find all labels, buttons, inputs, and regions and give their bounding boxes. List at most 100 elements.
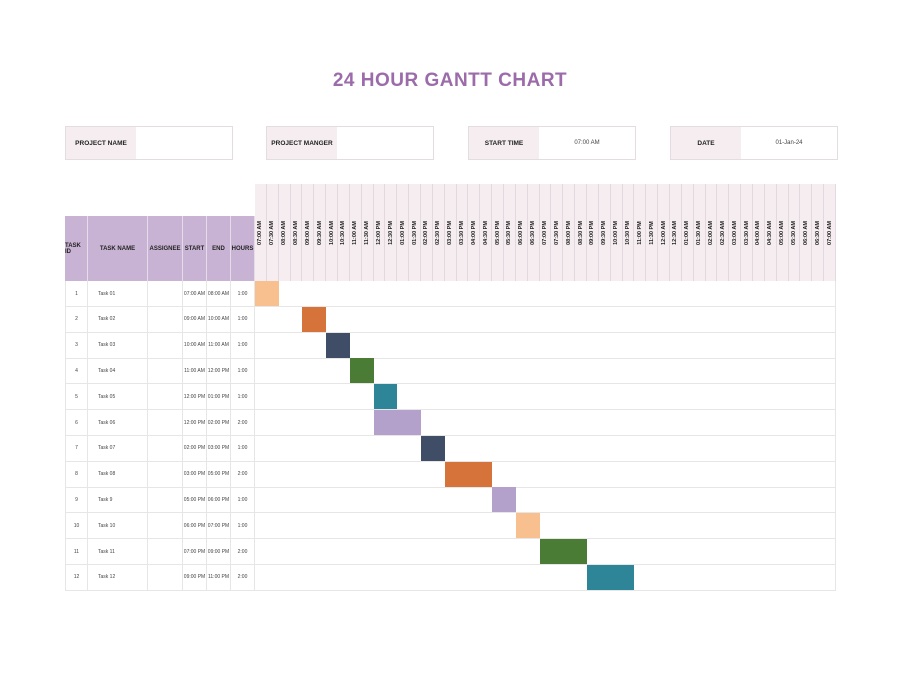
- assignee-cell[interactable]: [148, 435, 183, 462]
- time-slot-label: 08:30 AM: [292, 220, 299, 245]
- time-slot-label: 12:30 PM: [387, 220, 394, 245]
- time-slot-header: 12:30 AM: [670, 184, 682, 281]
- start-time-value[interactable]: 07:00 AM: [574, 140, 600, 146]
- start-time-cell[interactable]: 09:00 AM: [183, 306, 207, 333]
- end-time-cell[interactable]: 09:00 PM: [207, 539, 231, 565]
- task-id-cell[interactable]: 2: [65, 306, 88, 333]
- start-time-cell[interactable]: 06:00 PM: [183, 513, 207, 540]
- end-time-cell[interactable]: 10:00 AM: [207, 306, 231, 333]
- time-slot-label: 05:00 AM: [779, 220, 786, 245]
- end-time-cell[interactable]: 01:00 PM: [207, 384, 231, 411]
- time-slot-label: 07:30 PM: [553, 220, 560, 245]
- assignee-cell[interactable]: [148, 461, 183, 488]
- assignee-cell[interactable]: [148, 384, 183, 411]
- task-name-cell[interactable]: Task 9: [88, 487, 148, 514]
- hours-cell[interactable]: 2:00: [231, 410, 255, 436]
- date-field: DATE 01-Jan-24: [670, 126, 838, 160]
- end-time-cell[interactable]: 03:00 PM: [207, 435, 231, 462]
- time-slot-label: 03:00 PM: [447, 220, 454, 245]
- task-id-cell[interactable]: 10: [65, 513, 88, 540]
- task-id-cell[interactable]: 7: [65, 435, 88, 462]
- end-time-cell[interactable]: 02:00 PM: [207, 410, 231, 436]
- time-slot-header: 07:00 AM: [824, 184, 836, 281]
- task-name-cell[interactable]: Task 04: [88, 358, 148, 385]
- end-time-cell[interactable]: 08:00 AM: [207, 281, 231, 307]
- hours-cell[interactable]: 1:00: [231, 487, 255, 514]
- start-time-cell[interactable]: 12:00 PM: [183, 410, 207, 436]
- hours-cell[interactable]: 1:00: [231, 306, 255, 333]
- end-time-cell[interactable]: 07:00 PM: [207, 513, 231, 540]
- task-id-cell[interactable]: 6: [65, 410, 88, 436]
- time-slot-header: 06:00 PM: [515, 184, 528, 281]
- task-name-cell[interactable]: Task 12: [88, 564, 148, 591]
- task-name-cell[interactable]: Task 07: [88, 435, 148, 462]
- end-time-cell[interactable]: 11:00 PM: [207, 564, 231, 591]
- start-time-cell[interactable]: 02:00 PM: [183, 435, 207, 462]
- assignee-cell[interactable]: [148, 358, 183, 385]
- hours-cell[interactable]: 1:00: [231, 281, 255, 307]
- header-hours: HOURS: [231, 216, 255, 281]
- assignee-cell[interactable]: [148, 564, 183, 591]
- task-name-cell[interactable]: Task 08: [88, 461, 148, 488]
- start-time-cell[interactable]: 11:00 AM: [183, 358, 207, 385]
- hours-cell[interactable]: 1:00: [231, 358, 255, 385]
- start-time-cell[interactable]: 05:00 PM: [183, 487, 207, 514]
- assignee-cell[interactable]: [148, 410, 183, 436]
- hours-cell[interactable]: 1:00: [231, 435, 255, 462]
- end-time-cell[interactable]: 11:00 AM: [207, 332, 231, 359]
- task-name-cell[interactable]: Task 11: [88, 539, 148, 565]
- project-manager-value[interactable]: [337, 127, 433, 159]
- start-time-cell[interactable]: 12:00 PM: [183, 384, 207, 411]
- hours-cell[interactable]: 2:00: [231, 461, 255, 488]
- project-name-label: PROJECT NAME: [66, 127, 136, 159]
- header-assignee: ASSIGNEE: [148, 216, 183, 281]
- task-id-cell[interactable]: 11: [65, 539, 88, 565]
- hours-cell[interactable]: 1:00: [231, 332, 255, 359]
- task-bar: [587, 564, 635, 590]
- end-time-cell[interactable]: 12:00 PM: [207, 358, 231, 385]
- time-slot-label: 09:30 AM: [316, 220, 323, 245]
- assignee-cell[interactable]: [148, 306, 183, 333]
- task-id-cell[interactable]: 8: [65, 461, 88, 488]
- assignee-cell[interactable]: [148, 513, 183, 540]
- hours-cell[interactable]: 2:00: [231, 539, 255, 565]
- gantt-row: [255, 384, 836, 411]
- hours-cell[interactable]: 2:00: [231, 564, 255, 591]
- time-slot-header: 06:00 AM: [800, 184, 813, 281]
- time-slot-label: 06:30 PM: [530, 220, 537, 245]
- start-time-cell[interactable]: 10:00 AM: [183, 332, 207, 359]
- time-slot-header: 12:00 AM: [658, 184, 670, 281]
- project-name-value[interactable]: [136, 127, 232, 159]
- task-id-cell[interactable]: 12: [65, 564, 88, 591]
- start-time-cell[interactable]: 07:00 PM: [183, 539, 207, 565]
- task-id-cell[interactable]: 9: [65, 487, 88, 514]
- end-time-cell[interactable]: 05:00 PM: [207, 461, 231, 488]
- start-time-cell[interactable]: 03:00 PM: [183, 461, 207, 488]
- start-time-cell[interactable]: 07:00 AM: [183, 281, 207, 307]
- time-slot-label: 09:00 AM: [304, 220, 311, 245]
- task-id-cell[interactable]: 1: [65, 281, 88, 307]
- header-start: START: [183, 216, 207, 281]
- hours-cell[interactable]: 1:00: [231, 384, 255, 411]
- time-slot-label: 07:30 AM: [269, 220, 276, 245]
- task-id-cell[interactable]: 5: [65, 384, 88, 411]
- task-name-cell[interactable]: Task 05: [88, 384, 148, 411]
- assignee-cell[interactable]: [148, 539, 183, 565]
- task-id-cell[interactable]: 4: [65, 358, 88, 385]
- start-time-cell[interactable]: 09:00 PM: [183, 564, 207, 591]
- assignee-cell[interactable]: [148, 281, 183, 307]
- task-name-cell[interactable]: Task 03: [88, 332, 148, 359]
- task-name-cell[interactable]: Task 10: [88, 513, 148, 540]
- task-name-cell[interactable]: Task 06: [88, 410, 148, 436]
- task-id-cell[interactable]: 3: [65, 332, 88, 359]
- time-slot-header: 10:00 AM: [326, 184, 338, 281]
- hours-cell[interactable]: 1:00: [231, 513, 255, 540]
- date-value[interactable]: 01-Jan-24: [775, 140, 803, 146]
- assignee-cell[interactable]: [148, 332, 183, 359]
- time-slot-label: 12:30 AM: [672, 220, 679, 245]
- task-name-cell[interactable]: Task 02: [88, 306, 148, 333]
- end-time-cell[interactable]: 06:00 PM: [207, 487, 231, 514]
- task-name-cell[interactable]: Task 01: [88, 281, 148, 307]
- time-slot-header: 09:30 AM: [314, 184, 327, 281]
- assignee-cell[interactable]: [148, 487, 183, 514]
